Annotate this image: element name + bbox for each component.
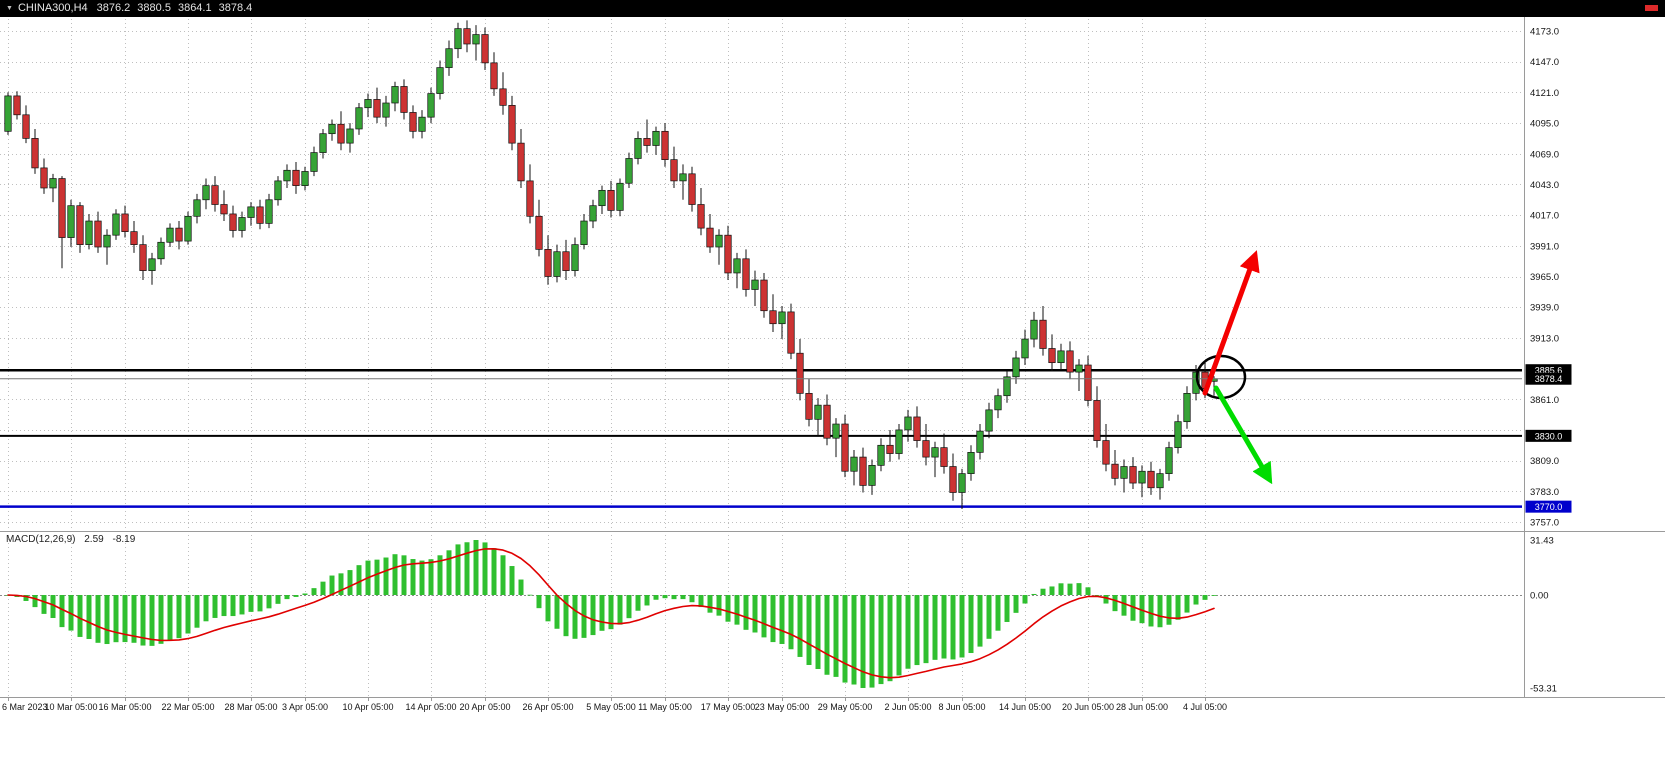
svg-text:5 May 05:00: 5 May 05:00: [586, 702, 636, 712]
svg-text:14 Apr 05:00: 14 Apr 05:00: [405, 702, 456, 712]
svg-text:3939.0: 3939.0: [1530, 303, 1559, 314]
quote-bar: ▼ CHINA300,H4 3876.2 3880.5 3864.1 3878.…: [0, 0, 1665, 17]
svg-text:-53.31: -53.31: [1530, 684, 1557, 695]
svg-text:4043.0: 4043.0: [1530, 180, 1559, 191]
svg-text:3913.0: 3913.0: [1530, 333, 1559, 344]
macd-signal-value: -8.19: [112, 534, 136, 545]
svg-text:4121.0: 4121.0: [1530, 88, 1559, 99]
quote-low: 3864.1: [177, 2, 212, 14]
svg-text:28 Mar 05:00: 28 Mar 05:00: [224, 702, 277, 712]
svg-text:11 May 05:00: 11 May 05:00: [638, 702, 692, 712]
candlestick-chart[interactable]: 4173.0 4147.0 4121.0 4095.0 4069.0 4043.0 4017…: [0, 17, 1665, 765]
svg-text:4173.0: 4173.0: [1530, 27, 1559, 38]
svg-text:26 Apr 05:00: 26 Apr 05:00: [522, 702, 573, 712]
macd-value: 2.59: [84, 534, 104, 545]
svg-text:3830.0: 3830.0: [1535, 431, 1563, 441]
svg-text:3965.0: 3965.0: [1530, 272, 1559, 283]
svg-text:20 Jun 05:00: 20 Jun 05:00: [1062, 702, 1114, 712]
svg-text:3991.0: 3991.0: [1530, 241, 1559, 252]
svg-text:3878.4: 3878.4: [1535, 374, 1563, 384]
svg-text:3809.0: 3809.0: [1530, 456, 1559, 467]
svg-text:4147.0: 4147.0: [1530, 57, 1559, 68]
svg-text:10 Apr 05:00: 10 Apr 05:00: [342, 702, 393, 712]
svg-text:4 Jul 05:00: 4 Jul 05:00: [1183, 702, 1227, 712]
svg-text:3783.0: 3783.0: [1530, 487, 1559, 498]
svg-text:0.00: 0.00: [1530, 591, 1549, 602]
svg-text:3757.0: 3757.0: [1530, 518, 1559, 529]
svg-text:22 Mar 05:00: 22 Mar 05:00: [161, 702, 214, 712]
svg-text:3885.6: 3885.6: [1535, 366, 1563, 376]
red-indicator: [1645, 5, 1658, 11]
svg-text:8 Jun 05:00: 8 Jun 05:00: [938, 702, 985, 712]
macd-indicator-label: MACD(12,26,9) 2.59 -8.19: [6, 534, 141, 545]
svg-text:23 May 05:00: 23 May 05:00: [755, 702, 810, 712]
svg-text:4069.0: 4069.0: [1530, 149, 1559, 160]
symbol-timeframe-label: CHINA300,H4: [17, 2, 88, 14]
chevron-down-icon[interactable]: ▼: [6, 5, 13, 12]
svg-text:4017.0: 4017.0: [1530, 211, 1559, 222]
svg-text:4095.0: 4095.0: [1530, 119, 1559, 130]
quote-high: 3880.5: [137, 2, 171, 14]
svg-text:3 Apr 05:00: 3 Apr 05:00: [282, 702, 328, 712]
svg-text:6 Mar 2023: 6 Mar 2023: [2, 702, 48, 712]
svg-text:28 Jun 05:00: 28 Jun 05:00: [1116, 702, 1168, 712]
svg-text:29 May 05:00: 29 May 05:00: [818, 702, 873, 712]
svg-text:20 Apr 05:00: 20 Apr 05:00: [459, 702, 510, 712]
svg-text:14 Jun 05:00: 14 Jun 05:00: [999, 702, 1051, 712]
svg-text:3861.0: 3861.0: [1530, 395, 1559, 406]
svg-text:16 Mar 05:00: 16 Mar 05:00: [98, 702, 151, 712]
svg-text:10 Mar 05:00: 10 Mar 05:00: [44, 702, 97, 712]
quote-open: 3876.2: [96, 2, 131, 14]
svg-text:31.43: 31.43: [1530, 536, 1554, 547]
svg-text:17 May 05:00: 17 May 05:00: [701, 702, 756, 712]
svg-text:2 Jun 05:00: 2 Jun 05:00: [884, 702, 931, 712]
quote-close: 3878.4: [218, 2, 253, 14]
macd-name: MACD(12,26,9): [6, 534, 76, 545]
svg-text:3770.0: 3770.0: [1535, 502, 1563, 512]
